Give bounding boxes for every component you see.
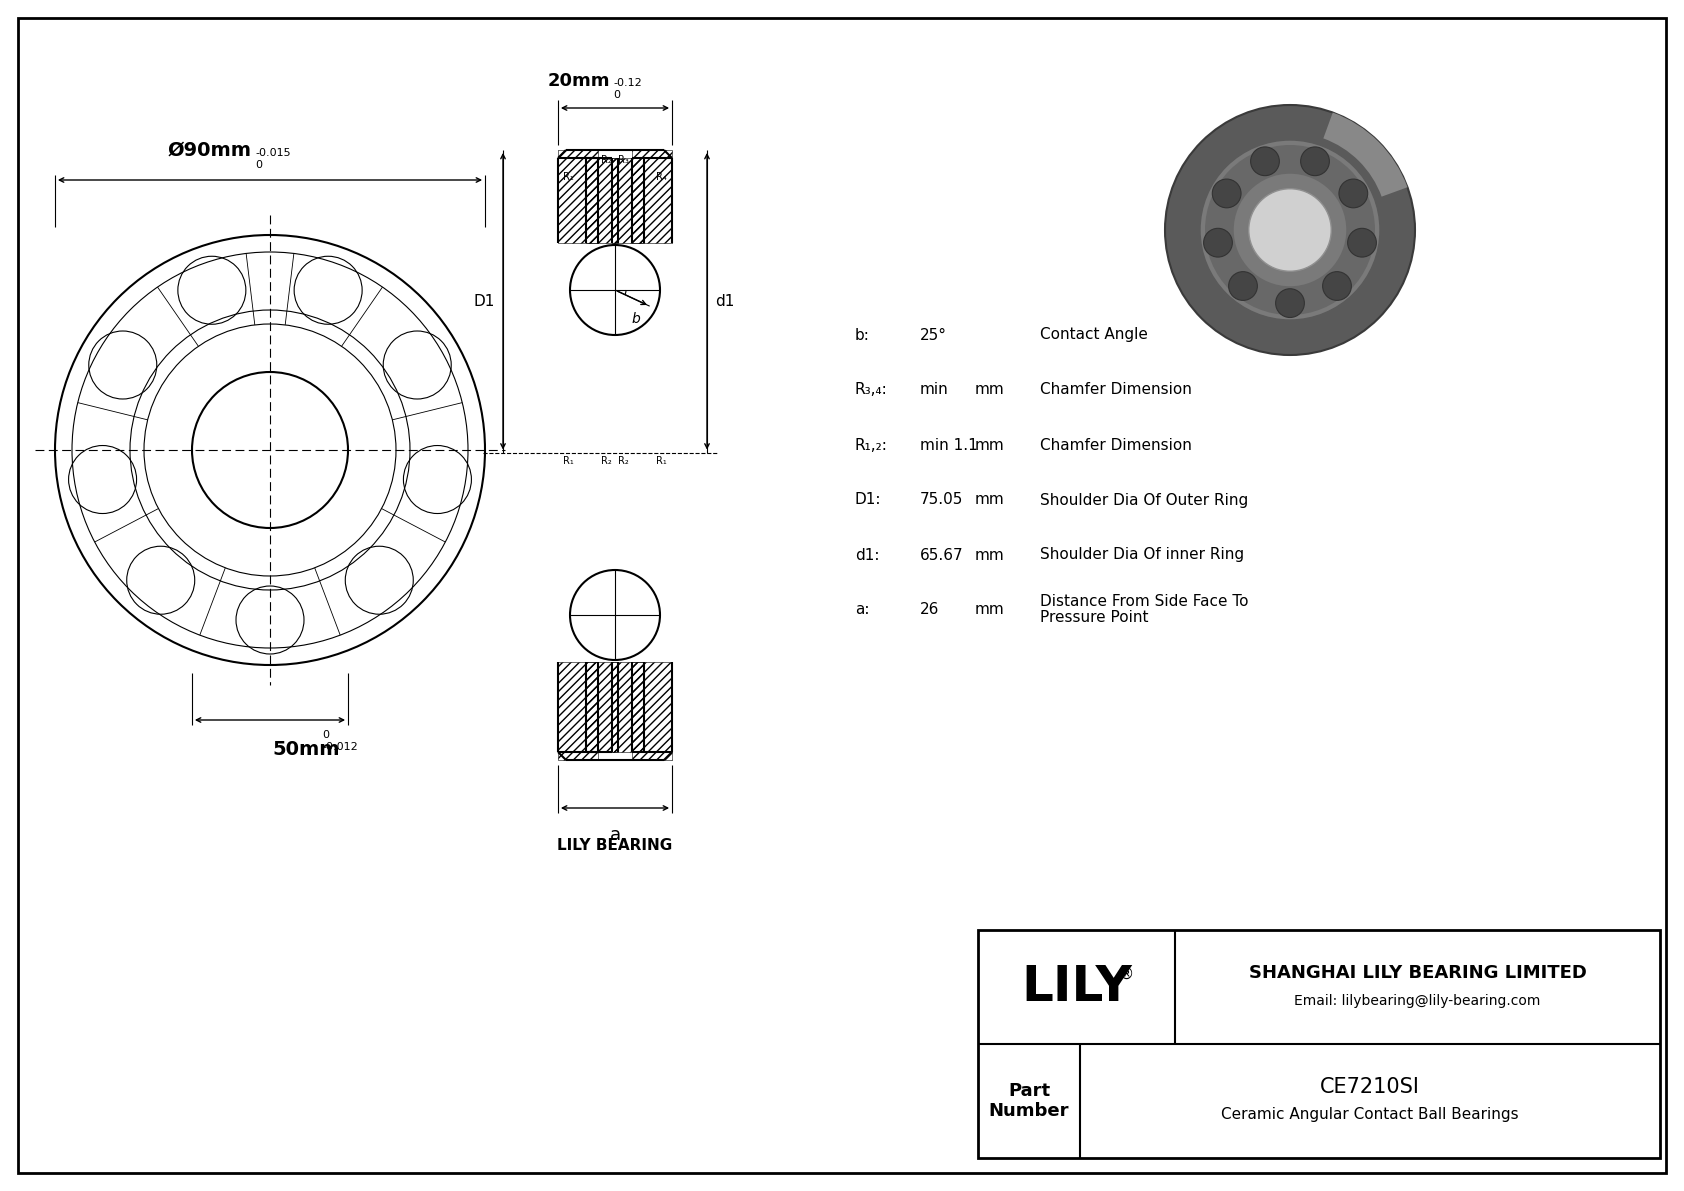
Text: 25°: 25°: [919, 328, 946, 343]
Text: mm: mm: [975, 493, 1005, 507]
Text: mm: mm: [975, 603, 1005, 617]
Text: R₁: R₁: [562, 455, 574, 466]
Circle shape: [1300, 146, 1329, 175]
Text: b: b: [632, 312, 640, 326]
Text: 26: 26: [919, 603, 940, 617]
Circle shape: [1212, 179, 1241, 207]
Text: 20mm: 20mm: [547, 71, 610, 91]
Text: Chamfer Dimension: Chamfer Dimension: [1041, 437, 1192, 453]
Circle shape: [1206, 145, 1376, 314]
Text: 75.05: 75.05: [919, 493, 963, 507]
Text: 0: 0: [322, 730, 328, 740]
Text: LILY BEARING: LILY BEARING: [557, 838, 672, 853]
Text: Contact Angle: Contact Angle: [1041, 328, 1148, 343]
Text: R₃: R₃: [618, 155, 630, 166]
Text: R₁: R₁: [657, 455, 667, 466]
Text: CE7210SI: CE7210SI: [1320, 1077, 1420, 1097]
Text: 65.67: 65.67: [919, 548, 963, 562]
Bar: [978, 930, 1660, 1158]
Circle shape: [1250, 188, 1332, 272]
Circle shape: [1339, 179, 1367, 207]
Text: min 1.1: min 1.1: [919, 437, 978, 453]
Circle shape: [1322, 272, 1351, 300]
Text: LILY: LILY: [1021, 964, 1132, 1011]
Text: -0.12: -0.12: [613, 77, 642, 88]
Text: R₃,₄:: R₃,₄:: [855, 382, 887, 398]
Text: d1: d1: [716, 294, 734, 308]
Text: D1:: D1:: [855, 493, 881, 507]
Circle shape: [1234, 174, 1346, 286]
Circle shape: [1347, 229, 1376, 257]
Bar: [557, 150, 598, 243]
Text: Email: lilybearing@lily-bearing.com: Email: lilybearing@lily-bearing.com: [1295, 994, 1541, 1008]
Text: b:: b:: [855, 328, 871, 343]
Text: R₂: R₂: [601, 455, 611, 466]
Text: 0: 0: [613, 91, 620, 100]
Text: mm: mm: [975, 437, 1005, 453]
Text: mm: mm: [975, 382, 1005, 398]
Wedge shape: [1324, 112, 1408, 197]
Text: Pressure Point: Pressure Point: [1041, 611, 1148, 625]
Text: a:: a:: [855, 603, 869, 617]
Bar: [632, 662, 672, 760]
Circle shape: [1275, 288, 1305, 318]
Text: -0.015: -0.015: [254, 148, 291, 158]
Text: min: min: [919, 382, 948, 398]
Circle shape: [1229, 272, 1258, 300]
Bar: [632, 150, 672, 243]
Text: Ceramic Angular Contact Ball Bearings: Ceramic Angular Contact Ball Bearings: [1221, 1108, 1519, 1122]
Text: Chamfer Dimension: Chamfer Dimension: [1041, 382, 1192, 398]
Text: Distance From Side Face To: Distance From Side Face To: [1041, 594, 1248, 610]
Bar: [586, 662, 618, 752]
Bar: [586, 158, 618, 243]
Text: R₄: R₄: [657, 172, 667, 182]
Text: R₂: R₂: [601, 155, 611, 166]
Text: R₁,₂:: R₁,₂:: [855, 437, 887, 453]
Bar: [611, 662, 643, 752]
Text: 0: 0: [254, 160, 263, 170]
Text: 50mm: 50mm: [273, 740, 340, 759]
Text: R₂: R₂: [618, 455, 630, 466]
Text: -0.012: -0.012: [322, 742, 357, 752]
Circle shape: [1204, 229, 1233, 257]
Text: mm: mm: [975, 548, 1005, 562]
Text: ®: ®: [1118, 967, 1133, 983]
Circle shape: [1251, 146, 1280, 175]
Text: Shoulder Dia Of Outer Ring: Shoulder Dia Of Outer Ring: [1041, 493, 1248, 507]
Text: Part
Number: Part Number: [989, 1081, 1069, 1121]
Text: a: a: [610, 827, 621, 844]
Bar: [611, 158, 643, 243]
Text: d1:: d1:: [855, 548, 879, 562]
Text: SHANGHAI LILY BEARING LIMITED: SHANGHAI LILY BEARING LIMITED: [1248, 964, 1586, 983]
Text: R₁: R₁: [562, 172, 574, 182]
Circle shape: [1201, 141, 1379, 320]
Bar: [557, 662, 598, 760]
Circle shape: [1165, 105, 1415, 355]
Text: Shoulder Dia Of inner Ring: Shoulder Dia Of inner Ring: [1041, 548, 1244, 562]
Text: Ø90mm: Ø90mm: [168, 141, 253, 160]
Text: D1: D1: [473, 294, 495, 308]
